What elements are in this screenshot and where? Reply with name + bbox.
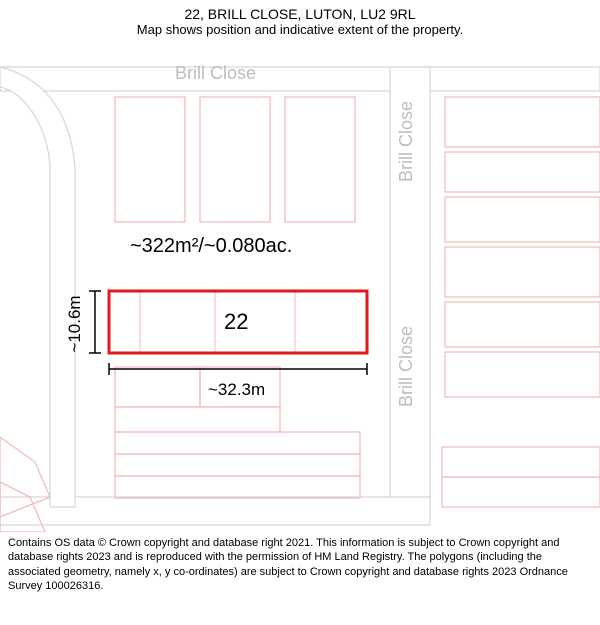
page-container: 22, BRILL CLOSE, LUTON, LU2 9RL Map show…: [0, 0, 600, 625]
dimension-label-width: ~32.3m: [208, 380, 265, 399]
map-svg: Brill Close Brill Close Brill Close ~322m²/…: [0, 37, 600, 532]
road-label: Brill Close: [175, 63, 256, 83]
page-title: 22, BRILL CLOSE, LUTON, LU2 9RL: [10, 6, 590, 22]
road-label: Brill Close: [396, 326, 416, 407]
area-label: ~322m²/~0.080ac.: [130, 235, 292, 257]
map-area: Brill Close Brill Close Brill Close ~322m²/…: [0, 37, 600, 532]
road-label: Brill Close: [396, 101, 416, 182]
header: 22, BRILL CLOSE, LUTON, LU2 9RL Map show…: [0, 0, 600, 37]
road-shape: [0, 67, 600, 91]
dimension-label-height: ~10.6m: [65, 295, 84, 352]
footer-attribution: Contains OS data © Crown copyright and d…: [0, 532, 600, 593]
map-background: [0, 37, 600, 532]
house-number: 22: [224, 309, 248, 334]
page-subtitle: Map shows position and indicative extent…: [10, 22, 590, 37]
